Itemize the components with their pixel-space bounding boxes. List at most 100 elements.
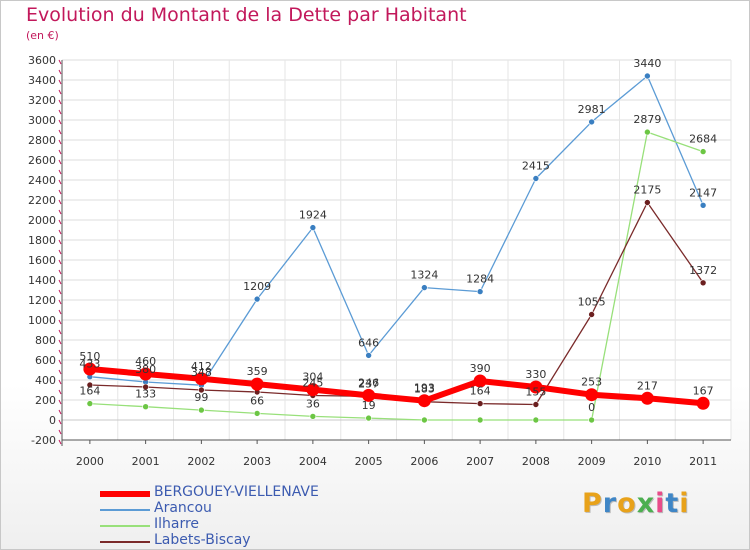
axis-dash: [58, 399, 62, 405]
axis-dash: [58, 189, 62, 195]
axis-dash: [58, 319, 62, 325]
data-point: [309, 224, 317, 231]
axis-dash: [58, 99, 62, 105]
x-tick-label: 2004: [299, 455, 327, 468]
axis-dash: [58, 329, 62, 335]
axis-dash: [58, 299, 62, 305]
axis-dash: [58, 119, 62, 125]
y-tick-label: 3200: [28, 94, 56, 107]
data-point: [585, 388, 599, 402]
data-point: [473, 374, 487, 388]
axis-dash: [58, 159, 62, 165]
data-point: [253, 410, 261, 417]
data-point: [644, 72, 651, 80]
data-point: [699, 279, 707, 287]
data-label: 1055: [578, 296, 606, 309]
y-tick-label: 600: [35, 354, 56, 367]
y-tick-label: 2200: [28, 194, 56, 207]
data-label: 2175: [633, 184, 661, 197]
axis-dash: [58, 169, 62, 175]
axis-dash: [58, 149, 62, 155]
data-label: 359: [247, 365, 268, 378]
data-point: [139, 367, 153, 381]
data-label: 380: [135, 363, 156, 376]
data-point: [198, 386, 205, 394]
data-point: [86, 381, 94, 389]
data-label: 2981: [578, 103, 606, 116]
data-label: 1209: [243, 280, 271, 293]
data-point: [699, 148, 707, 155]
data-point: [365, 414, 372, 422]
legend-label: BERGOUEY-VIELLENAVE: [154, 484, 319, 500]
x-tick-label: 2001: [132, 455, 160, 468]
data-label: 245: [302, 377, 323, 390]
data-point: [644, 199, 651, 206]
legend-swatch: [100, 525, 150, 527]
axis-dash: [58, 109, 62, 115]
axis-dash: [58, 359, 62, 365]
axis-dash: [58, 339, 62, 345]
data-point: [306, 383, 320, 397]
data-label: 253: [581, 376, 602, 389]
data-label: 510: [79, 350, 100, 363]
data-point: [421, 284, 428, 291]
data-label: 66: [250, 394, 264, 407]
axis-dash: [58, 229, 62, 235]
y-tick-label: 0: [49, 414, 56, 427]
data-label: 167: [693, 384, 714, 397]
series-line-bergouey-viellenave: [89, 366, 704, 407]
data-point: [588, 311, 595, 318]
data-point: [142, 383, 149, 391]
axis-dash: [58, 309, 62, 315]
x-tick-label: 2007: [466, 455, 494, 468]
data-point: [309, 413, 317, 420]
y-tick-label: 2400: [28, 174, 56, 187]
legend-swatch: [100, 541, 150, 543]
axis-dash: [58, 239, 62, 245]
axis-dash: [58, 379, 62, 385]
axis-dash: [58, 279, 62, 285]
data-point: [253, 295, 261, 303]
axis-dash: [58, 209, 62, 215]
axis-dash: [58, 289, 62, 295]
data-label: 155: [525, 386, 546, 399]
axis-dash: [58, 439, 62, 445]
data-point: [696, 396, 710, 410]
legend-label: Labets-Biscay: [154, 532, 251, 548]
data-label: 19: [362, 399, 376, 412]
data-label: 183: [414, 383, 435, 396]
x-tick-label: 2011: [689, 455, 717, 468]
axis-dash: [58, 429, 62, 435]
data-point: [198, 406, 205, 414]
y-tick-label: 3400: [28, 74, 56, 87]
data-point: [588, 416, 595, 424]
legend-swatch: [100, 491, 150, 497]
x-tick-label: 2005: [355, 455, 383, 468]
data-point: [644, 128, 651, 136]
x-tick-label: 2003: [243, 455, 271, 468]
data-point: [365, 352, 372, 359]
data-label: 2684: [689, 133, 717, 146]
data-label: 348: [191, 366, 212, 379]
data-label: 1284: [466, 273, 494, 286]
y-tick-label: 1400: [28, 274, 56, 287]
data-label: 246: [358, 376, 379, 389]
x-tick-label: 2006: [410, 455, 438, 468]
data-point: [83, 362, 97, 376]
data-label: 390: [470, 362, 491, 375]
series-line-arancou: [89, 75, 704, 386]
data-label: 1324: [410, 269, 438, 282]
y-tick-label: 2000: [28, 214, 56, 227]
axis-dash: [58, 419, 62, 425]
data-point: [421, 416, 428, 424]
data-label: 217: [637, 379, 658, 392]
y-tick-label: 3600: [28, 54, 56, 67]
y-tick-label: 800: [35, 334, 56, 347]
data-point: [532, 175, 540, 182]
data-point: [142, 403, 149, 411]
data-label: 3440: [633, 57, 661, 70]
y-tick-label: 1000: [28, 314, 56, 327]
y-tick-label: 2600: [28, 154, 56, 167]
data-label: 1924: [299, 209, 327, 222]
